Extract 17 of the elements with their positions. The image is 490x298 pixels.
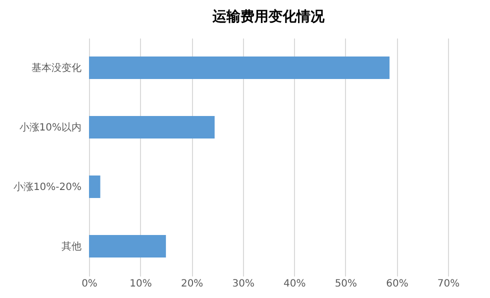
x-tick-label: 0% [82,278,98,290]
bar [89,116,215,139]
y-tick-label: 其他 [62,240,82,252]
y-tick-label: 小涨10%-20% [13,180,82,193]
x-tick-label: 10% [130,278,152,290]
y-tick-label: 小涨10%以内 [19,121,82,134]
chart-title: 运输费用变化情况 [212,8,326,25]
x-tick-label: 70% [437,278,460,290]
x-tick-label: 40% [284,278,306,290]
x-tick-label: 60% [386,278,408,290]
x-tick-label: 20% [180,278,204,290]
y-tick-label: 基本没变化 [32,62,82,74]
bar [89,56,390,80]
bar [89,234,166,258]
x-tick-label: 50% [334,278,358,290]
bar [89,175,100,198]
x-tick-label: 30% [232,278,254,290]
